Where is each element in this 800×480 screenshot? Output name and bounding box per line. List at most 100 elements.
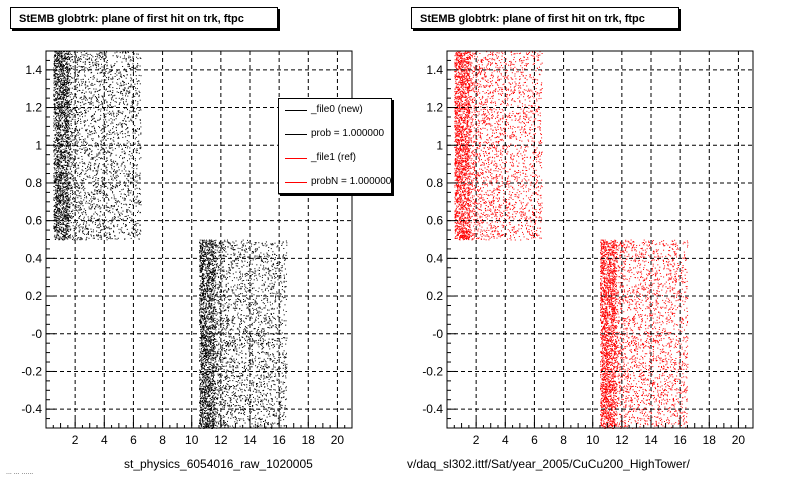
data-point <box>110 184 111 186</box>
data-point <box>128 91 130 93</box>
data-point <box>115 200 117 201</box>
data-point <box>72 225 74 227</box>
data-point <box>75 129 77 131</box>
data-point <box>276 291 278 293</box>
data-point <box>105 172 107 173</box>
data-point <box>64 122 66 124</box>
data-point <box>60 237 62 239</box>
data-point <box>58 200 60 202</box>
data-point <box>100 71 102 73</box>
data-point <box>212 318 214 320</box>
data-point <box>74 119 76 121</box>
data-point <box>53 137 55 139</box>
data-point <box>109 113 110 115</box>
data-point <box>97 171 99 173</box>
data-point <box>73 239 75 241</box>
data-point <box>64 214 66 216</box>
data-point <box>54 230 56 232</box>
data-point <box>96 173 98 175</box>
data-point <box>87 135 89 137</box>
data-point <box>58 201 60 203</box>
data-point <box>111 66 113 68</box>
data-point <box>68 193 70 195</box>
data-point <box>80 56 82 57</box>
data-point <box>98 218 100 220</box>
data-point <box>100 157 102 159</box>
data-point <box>56 215 58 216</box>
data-point <box>122 133 124 135</box>
data-point <box>64 232 66 234</box>
data-point <box>59 236 61 238</box>
data-point <box>203 327 205 329</box>
data-point <box>85 80 87 82</box>
data-point <box>79 115 81 117</box>
data-point <box>206 270 208 272</box>
data-point <box>255 301 257 303</box>
data-point <box>118 228 120 230</box>
data-point <box>135 230 137 232</box>
data-point <box>54 84 56 86</box>
data-point <box>77 149 79 151</box>
data-point <box>64 200 66 202</box>
data-point <box>212 399 214 401</box>
data-point <box>70 185 72 187</box>
data-point <box>127 64 129 66</box>
data-point <box>70 222 72 224</box>
data-point <box>272 347 274 349</box>
data-point <box>56 204 58 206</box>
data-point <box>202 261 204 262</box>
data-point <box>66 97 67 99</box>
data-point <box>53 93 55 95</box>
data-point <box>77 78 79 80</box>
data-point <box>83 189 85 191</box>
data-point <box>97 143 99 145</box>
data-point <box>212 312 213 314</box>
data-point <box>124 133 126 135</box>
data-point <box>104 231 106 233</box>
data-point <box>122 120 124 122</box>
data-point <box>71 210 73 212</box>
data-point <box>91 130 93 132</box>
data-point <box>60 141 62 143</box>
data-point <box>125 77 127 79</box>
data-point <box>94 83 96 85</box>
data-point <box>57 84 59 86</box>
data-point <box>210 420 212 422</box>
data-point <box>68 75 70 77</box>
data-point <box>60 173 61 175</box>
data-point <box>60 229 62 231</box>
data-point <box>61 233 63 235</box>
data-point <box>125 184 126 186</box>
data-point <box>113 225 114 227</box>
data-point <box>100 59 102 60</box>
data-point <box>59 164 61 165</box>
data-point <box>61 143 63 145</box>
data-point <box>99 90 101 91</box>
data-point <box>68 183 70 185</box>
data-point <box>59 74 61 75</box>
data-point <box>56 196 58 198</box>
data-point <box>67 145 69 147</box>
data-point <box>214 252 216 253</box>
data-point <box>112 191 113 193</box>
data-point <box>80 197 82 199</box>
data-point <box>53 236 55 238</box>
data-point <box>106 206 108 208</box>
data-point <box>70 237 72 239</box>
data-point <box>121 85 123 87</box>
data-point <box>128 180 130 182</box>
data-point <box>62 113 64 115</box>
data-point <box>90 234 92 236</box>
data-point <box>80 118 81 120</box>
data-point <box>58 169 60 171</box>
data-point <box>110 238 112 240</box>
data-point <box>274 415 276 417</box>
data-point <box>58 89 60 91</box>
data-point <box>80 172 82 174</box>
data-point <box>81 92 83 94</box>
data-point <box>68 152 70 153</box>
data-point <box>96 80 98 82</box>
data-point <box>72 235 74 237</box>
data-point <box>263 384 265 385</box>
data-point <box>72 108 74 110</box>
